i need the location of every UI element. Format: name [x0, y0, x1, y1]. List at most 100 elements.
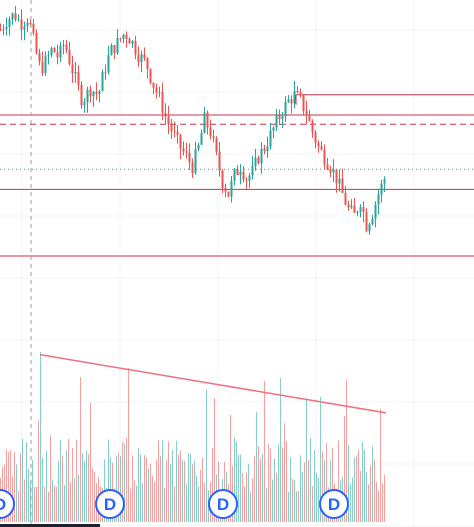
volume-bar — [138, 447, 139, 522]
volume-bar — [234, 437, 235, 522]
volume-bar — [306, 398, 307, 522]
volume-bar — [14, 452, 15, 522]
dividend-marker-label: D — [104, 495, 116, 514]
candle-body — [371, 218, 374, 225]
volume-bar — [356, 455, 357, 522]
volume-bar — [186, 484, 187, 522]
candle-body — [191, 162, 194, 174]
dividend-marker[interactable]: D — [208, 489, 238, 519]
candle-body — [197, 144, 200, 150]
candle-body — [224, 188, 227, 192]
candle-body — [275, 115, 278, 128]
candle-body — [236, 169, 239, 176]
candle-body — [242, 171, 245, 180]
candle-body — [152, 82, 155, 88]
candle-body — [17, 19, 20, 21]
volume-bar — [292, 479, 293, 522]
volume-bar — [94, 472, 95, 522]
dividend-marker[interactable]: D — [319, 489, 349, 519]
candle-body — [311, 120, 314, 133]
volume-bar — [242, 472, 243, 522]
candle-body — [245, 179, 248, 181]
candle-body — [233, 169, 236, 181]
volume-bar — [68, 438, 69, 522]
volume-bar — [294, 479, 295, 522]
candle-body — [260, 148, 263, 164]
candle-body — [353, 205, 356, 213]
candle-body — [347, 204, 350, 208]
candle-body — [0, 29, 2, 31]
volume-bar — [312, 486, 313, 522]
volume-bar — [248, 463, 249, 522]
candle-body — [110, 45, 113, 56]
dividend-marker[interactable]: D — [0, 489, 15, 519]
volume-bar — [206, 389, 207, 522]
dividend-markers[interactable]: DDDD — [0, 489, 349, 519]
volume-bar — [262, 454, 263, 522]
candle-body — [209, 127, 212, 137]
volume-bar — [302, 471, 303, 522]
volume-bar — [194, 460, 195, 522]
candle-body — [293, 90, 296, 104]
candle-body — [71, 64, 74, 74]
candle-body — [104, 72, 107, 74]
volume-bar — [26, 442, 27, 522]
candle-body — [257, 157, 260, 164]
volume-bar — [358, 449, 359, 522]
volume-bar — [198, 486, 199, 522]
candle-body — [377, 194, 380, 205]
candle-body — [113, 45, 116, 54]
volume-bar — [212, 448, 213, 522]
candle-body — [368, 224, 371, 232]
volume-bar — [382, 483, 383, 522]
volume-bar — [178, 454, 179, 522]
candle-body — [302, 94, 305, 112]
candle-body — [77, 72, 80, 85]
volume-bar — [364, 450, 365, 522]
candle-body — [329, 169, 332, 173]
volume-bar — [118, 452, 119, 522]
candle-body — [161, 92, 164, 114]
trend-line[interactable] — [39, 353, 387, 414]
volume-bar — [284, 423, 285, 522]
volume-bar — [320, 396, 321, 522]
candle-body — [200, 133, 203, 145]
volume-bar — [200, 469, 201, 522]
candle-body — [248, 175, 251, 181]
volume-bar — [278, 444, 279, 522]
timeline-scrollbar[interactable] — [0, 524, 100, 527]
candle-body — [50, 47, 53, 55]
volume-bar — [54, 485, 55, 522]
candle-body — [149, 69, 152, 83]
volume-bar — [116, 455, 117, 522]
volume-bar — [264, 380, 265, 522]
candle-body — [239, 171, 242, 176]
candle-body — [215, 138, 218, 152]
candle-body — [14, 13, 17, 20]
volume-bar — [70, 482, 71, 522]
dividend-marker[interactable]: D — [95, 489, 125, 519]
candle-body — [365, 212, 368, 232]
volume-bar — [338, 440, 339, 522]
volume-trendline[interactable] — [39, 353, 387, 414]
volume-bar — [88, 454, 89, 522]
volume-bar — [272, 479, 273, 522]
volume-bar — [192, 464, 193, 522]
horizontal-levels[interactable] — [0, 94, 474, 257]
candle-body — [359, 207, 362, 212]
volume-bar — [318, 477, 319, 522]
candle-body — [383, 179, 386, 184]
candle-body — [11, 13, 14, 20]
volume-bar — [24, 479, 25, 522]
candle-body — [44, 56, 47, 74]
volume-bar — [78, 474, 79, 522]
candle-body — [122, 34, 125, 40]
candle-body — [167, 116, 170, 125]
candle-body — [182, 148, 185, 152]
volume-bar — [92, 467, 93, 522]
candle-body — [5, 26, 8, 30]
volume-bar — [362, 442, 363, 522]
volume-bar — [304, 462, 305, 522]
